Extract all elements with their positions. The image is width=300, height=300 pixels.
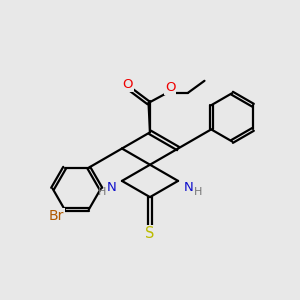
Text: H: H [194,187,202,197]
Text: O: O [165,81,175,94]
Text: O: O [122,78,133,91]
Text: H: H [98,187,106,197]
Text: S: S [145,226,155,241]
Text: N: N [107,181,116,194]
Text: N: N [184,181,193,194]
Text: Br: Br [48,209,64,223]
